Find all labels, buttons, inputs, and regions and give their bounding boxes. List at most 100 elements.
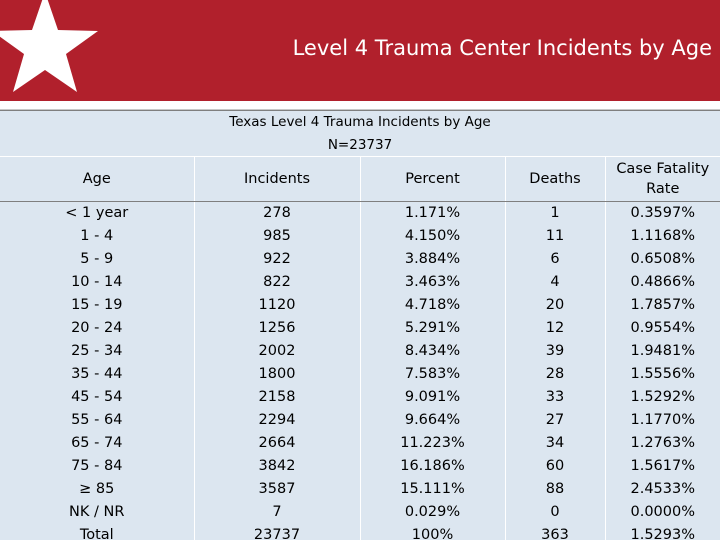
cell-percent: 11.223% xyxy=(359,432,505,455)
table-row: 1 - 4 985 4.150% 11 1.1168% xyxy=(0,225,720,248)
table-row: < 1 year 278 1.171% 1 0.3597% xyxy=(0,201,720,225)
table-row: 65 - 74 2664 11.223% 34 1.2763% xyxy=(0,432,720,455)
cell-percent: 1.171% xyxy=(359,201,505,225)
cell-age: 10 - 14 xyxy=(0,271,194,294)
cell-deaths: 4 xyxy=(504,271,605,294)
cell-deaths: 363 xyxy=(504,524,605,540)
cell-incidents: 822 xyxy=(193,271,360,294)
star-icon xyxy=(0,0,98,92)
cell-percent: 100% xyxy=(359,524,505,540)
cell-deaths: 88 xyxy=(504,478,605,501)
cell-incidents: 278 xyxy=(193,201,360,225)
table-title: Texas Level 4 Trauma Incidents by Age xyxy=(0,110,720,134)
cell-case-fatality-rate: 1.5556% xyxy=(604,363,720,386)
cell-age: 35 - 44 xyxy=(0,363,194,386)
cell-deaths: 0 xyxy=(504,501,605,524)
cell-incidents: 2158 xyxy=(193,386,360,409)
cell-incidents: 985 xyxy=(193,225,360,248)
cell-incidents: 3587 xyxy=(193,478,360,501)
cell-case-fatality-rate: 0.4866% xyxy=(604,271,720,294)
cell-case-fatality-rate: 0.0000% xyxy=(604,501,720,524)
cell-age: 65 - 74 xyxy=(0,432,194,455)
table-row: 45 - 54 2158 9.091% 33 1.5292% xyxy=(0,386,720,409)
table-row: 35 - 44 1800 7.583% 28 1.5556% xyxy=(0,363,720,386)
cell-case-fatality-rate: 0.3597% xyxy=(604,201,720,225)
table-row: 20 - 24 1256 5.291% 12 0.9554% xyxy=(0,317,720,340)
table-row: ≥ 85 3587 15.111% 88 2.4533% xyxy=(0,478,720,501)
table-row: NK / NR 7 0.029% 0 0.0000% xyxy=(0,501,720,524)
table-row: 55 - 64 2294 9.664% 27 1.1770% xyxy=(0,409,720,432)
cell-percent: 5.291% xyxy=(359,317,505,340)
incidents-table: Texas Level 4 Trauma Incidents by Age N=… xyxy=(0,110,720,540)
cell-percent: 4.718% xyxy=(359,294,505,317)
column-header-percent: Percent xyxy=(359,156,505,202)
cell-deaths: 6 xyxy=(504,248,605,271)
title-banner: Level 4 Trauma Center Incidents by Age xyxy=(0,0,720,101)
cell-incidents: 2664 xyxy=(193,432,360,455)
cell-incidents: 922 xyxy=(193,248,360,271)
table-row: Total 23737 100% 363 1.5293% xyxy=(0,524,720,540)
cell-incidents: 1120 xyxy=(193,294,360,317)
cell-age: 55 - 64 xyxy=(0,409,194,432)
table-row: 15 - 19 1120 4.718% 20 1.7857% xyxy=(0,294,720,317)
table-row: 5 - 9 922 3.884% 6 0.6508% xyxy=(0,248,720,271)
cell-age: ≥ 85 xyxy=(0,478,194,501)
cell-deaths: 60 xyxy=(504,455,605,478)
table-row: 75 - 84 3842 16.186% 60 1.5617% xyxy=(0,455,720,478)
cell-deaths: 1 xyxy=(504,201,605,225)
cell-percent: 0.029% xyxy=(359,501,505,524)
cell-case-fatality-rate: 1.5292% xyxy=(604,386,720,409)
cell-case-fatality-rate: 0.9554% xyxy=(604,317,720,340)
table-subtitle: N=23737 xyxy=(0,133,720,157)
column-header-case-fatality-rate: Case Fatality Rate xyxy=(604,156,720,202)
divider-line xyxy=(0,109,720,110)
cell-case-fatality-rate: 1.7857% xyxy=(604,294,720,317)
column-header-incidents: Incidents xyxy=(193,156,360,202)
cell-percent: 3.463% xyxy=(359,271,505,294)
cell-percent: 3.884% xyxy=(359,248,505,271)
cell-incidents: 7 xyxy=(193,501,360,524)
cell-percent: 7.583% xyxy=(359,363,505,386)
cell-case-fatality-rate: 1.5617% xyxy=(604,455,720,478)
table-row: 25 - 34 2002 8.434% 39 1.9481% xyxy=(0,340,720,363)
cell-age: 1 - 4 xyxy=(0,225,194,248)
cell-incidents: 1256 xyxy=(193,317,360,340)
cell-deaths: 33 xyxy=(504,386,605,409)
cell-deaths: 27 xyxy=(504,409,605,432)
cell-percent: 15.111% xyxy=(359,478,505,501)
cell-incidents: 1800 xyxy=(193,363,360,386)
cell-percent: 8.434% xyxy=(359,340,505,363)
cell-case-fatality-rate: 1.5293% xyxy=(604,524,720,540)
cell-percent: 9.091% xyxy=(359,386,505,409)
column-header-deaths: Deaths xyxy=(504,156,605,202)
cell-deaths: 11 xyxy=(504,225,605,248)
cell-deaths: 34 xyxy=(504,432,605,455)
cell-age: 45 - 54 xyxy=(0,386,194,409)
cell-deaths: 12 xyxy=(504,317,605,340)
cell-case-fatality-rate: 1.1770% xyxy=(604,409,720,432)
table-header-row: Age Incidents Percent Deaths Case Fatali… xyxy=(0,156,720,202)
cell-case-fatality-rate: 2.4533% xyxy=(604,478,720,501)
divider xyxy=(0,101,720,109)
cell-case-fatality-rate: 1.1168% xyxy=(604,225,720,248)
cell-case-fatality-rate: 1.2763% xyxy=(604,432,720,455)
table-row: 10 - 14 822 3.463% 4 0.4866% xyxy=(0,271,720,294)
cell-age: 15 - 19 xyxy=(0,294,194,317)
cell-case-fatality-rate: 1.9481% xyxy=(604,340,720,363)
slide-title: Level 4 Trauma Center Incidents by Age xyxy=(292,36,712,60)
cell-deaths: 39 xyxy=(504,340,605,363)
cell-incidents: 2002 xyxy=(193,340,360,363)
cell-age: 25 - 34 xyxy=(0,340,194,363)
cell-deaths: 20 xyxy=(504,294,605,317)
cell-age: < 1 year xyxy=(0,201,194,225)
cell-incidents: 3842 xyxy=(193,455,360,478)
cell-percent: 16.186% xyxy=(359,455,505,478)
cell-age: 75 - 84 xyxy=(0,455,194,478)
cell-percent: 4.150% xyxy=(359,225,505,248)
cell-percent: 9.664% xyxy=(359,409,505,432)
cell-age: 20 - 24 xyxy=(0,317,194,340)
cell-deaths: 28 xyxy=(504,363,605,386)
cell-age: Total xyxy=(0,524,194,540)
cell-age: NK / NR xyxy=(0,501,194,524)
column-header-age: Age xyxy=(0,156,194,202)
